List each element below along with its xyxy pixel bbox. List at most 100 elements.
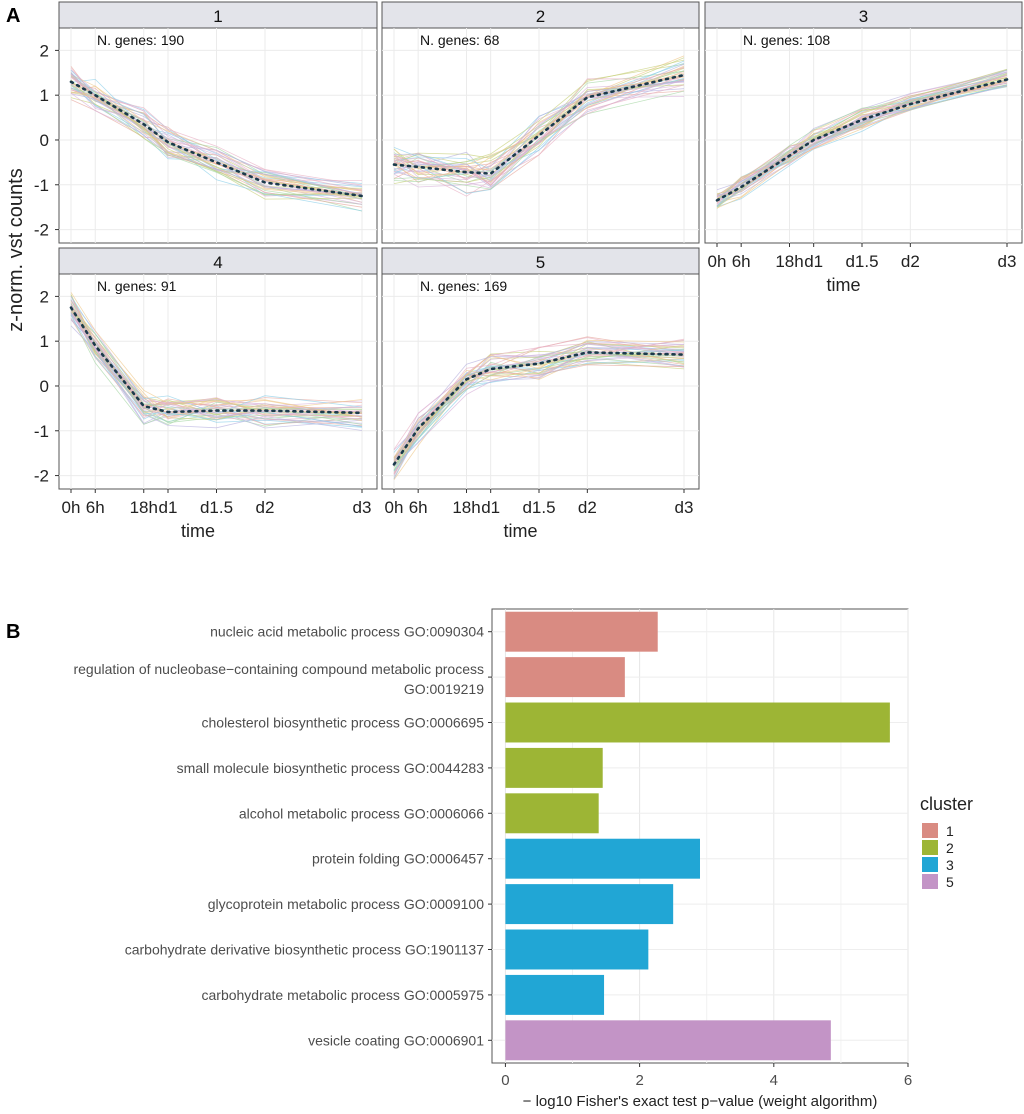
legend-swatch — [922, 840, 938, 855]
x-tick-label: d1.5 — [845, 252, 878, 271]
gene-trace — [393, 73, 685, 185]
bar — [505, 1020, 831, 1061]
x-tick-label: 0h — [385, 498, 404, 517]
gene-trace — [393, 339, 685, 461]
x-tick-label: 2 — [635, 1072, 643, 1089]
facet-plot-area — [58, 273, 378, 490]
x-tick-label: d3 — [353, 498, 372, 517]
y-tick-label: 0 — [40, 131, 49, 150]
x-tick-label: d2 — [256, 498, 275, 517]
term-label: regulation of nucleobase−containing comp… — [73, 661, 484, 697]
gene-trace — [716, 80, 1008, 207]
bar — [505, 702, 890, 743]
bar — [505, 793, 599, 834]
gene-trace — [393, 80, 685, 182]
term-label: vesicle coating GO:0006901 — [308, 1032, 484, 1048]
legend-swatch — [922, 823, 938, 838]
gene-trace — [70, 71, 363, 195]
x-axis-title: − log10 Fisher's exact test p−value (wei… — [523, 1093, 878, 1110]
facet-plot-area — [704, 27, 1023, 244]
gene-trace — [393, 70, 685, 168]
panel-label-b: B — [6, 621, 20, 643]
x-axis-title: time — [503, 521, 537, 541]
term-label: protein folding GO:0006457 — [312, 851, 484, 867]
facet-strip — [58, 247, 378, 275]
mean-trend-line — [392, 351, 686, 466]
y-tick-label: 1 — [40, 86, 49, 105]
gene-trace — [393, 343, 685, 461]
y-tick-label: 2 — [40, 287, 49, 306]
legend-label: 2 — [946, 840, 954, 856]
x-tick-label: 4 — [770, 1072, 778, 1089]
x-tick-label: 6h — [86, 498, 105, 517]
x-tick-label: 18h — [775, 252, 803, 271]
term-label: alcohol metabolic process GO:0006066 — [239, 805, 484, 821]
gene-count-label: N. genes: 190 — [97, 32, 184, 48]
y-tick-label: -1 — [34, 176, 49, 195]
line-chart-panel: 1 N. genes: 190 2 1 0 -1 -2 2 N. genes: 68 3 N. ge… — [34, 1, 1023, 541]
gene-trace — [70, 310, 363, 413]
y-tick-label: -2 — [34, 467, 49, 486]
legend-label: 1 — [946, 823, 954, 839]
legend-swatch — [922, 857, 938, 872]
gene-trace — [393, 59, 685, 170]
y-tick-label: -1 — [34, 422, 49, 441]
gene-trace — [70, 83, 363, 197]
x-tick-label: d2 — [901, 252, 920, 271]
x-tick-label: 0h — [708, 252, 727, 271]
x-tick-label: d3 — [998, 252, 1017, 271]
gene-trace — [393, 350, 685, 471]
gene-trace — [393, 67, 685, 180]
y-tick-label: -2 — [34, 221, 49, 240]
gene-count-label: N. genes: 108 — [743, 32, 830, 48]
x-axis-title: time — [826, 275, 860, 295]
x-tick-label: d3 — [675, 498, 694, 517]
bar — [505, 884, 674, 925]
gene-trace — [716, 85, 1008, 207]
facet-strip — [381, 1, 700, 29]
gene-count-label: N. genes: 68 — [420, 32, 500, 48]
term-label: nucleic acid metabolic process GO:009030… — [210, 624, 484, 640]
gene-trace — [393, 63, 685, 177]
mean-trend-line — [715, 78, 1009, 202]
y-tick-label: 0 — [40, 377, 49, 396]
facet-plot-area — [58, 27, 378, 244]
gene-trace — [70, 74, 363, 192]
gene-trace — [70, 310, 363, 419]
mean-trend-line — [69, 80, 364, 198]
gene-trace — [70, 89, 363, 196]
legend-label: 5 — [946, 874, 954, 890]
facet-plot-area — [381, 27, 700, 244]
bar — [505, 657, 625, 698]
facet-title: 2 — [536, 7, 545, 26]
x-tick-label: d1 — [159, 498, 178, 517]
bar-chart-panel: nucleic acid metabolic process GO:009030… — [73, 608, 973, 1110]
facet-title: 1 — [213, 7, 222, 26]
x-tick-label: 6h — [409, 498, 428, 517]
facet-title: 4 — [213, 253, 222, 272]
y-tick-label: 2 — [40, 41, 49, 60]
term-label: small molecule biosynthetic process GO:0… — [177, 760, 485, 776]
facet-plot-area — [381, 273, 700, 490]
term-label: carbohydrate derivative biosynthetic pro… — [125, 942, 484, 958]
term-label: glycoprotein metabolic process GO:000910… — [208, 896, 484, 912]
x-axis-title: time — [181, 521, 215, 541]
gene-trace — [393, 364, 685, 473]
mean-trend-line — [392, 73, 686, 175]
x-tick-label: 0h — [62, 498, 81, 517]
x-tick-label: 18h — [452, 498, 480, 517]
legend-title: cluster — [920, 794, 973, 814]
gene-count-label: N. genes: 169 — [420, 278, 507, 294]
x-tick-label: 6 — [904, 1072, 912, 1089]
bar — [505, 611, 658, 652]
facet-strip — [58, 1, 378, 29]
facet-title: 5 — [536, 253, 545, 272]
x-tick-label: 18h — [130, 498, 158, 517]
gene-trace — [70, 73, 363, 205]
x-tick-label: d1 — [804, 252, 823, 271]
panel-a-ylabel: z-norm. vst counts — [5, 168, 27, 331]
gene-count-label: N. genes: 91 — [97, 278, 177, 294]
gene-trace — [393, 81, 685, 179]
facet-title: 3 — [859, 7, 868, 26]
